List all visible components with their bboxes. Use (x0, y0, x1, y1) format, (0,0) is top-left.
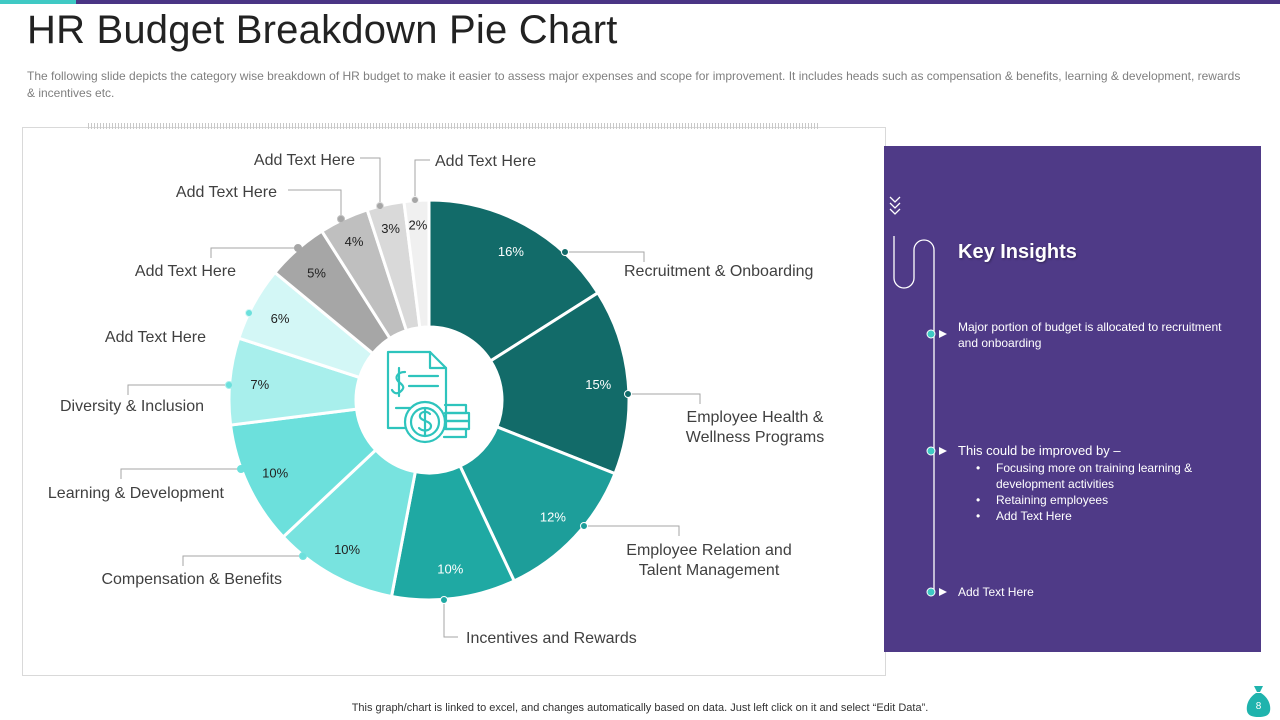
pie-value-label: 10% (334, 542, 360, 557)
timeline-marker-1 (926, 329, 947, 339)
budget-document-coins-icon (386, 350, 471, 444)
pie-leader-line (414, 159, 430, 200)
pie-slice-3[interactable] (458, 424, 617, 583)
pie-value-label: 7% (250, 377, 269, 392)
pie-leader-line (565, 251, 645, 262)
top-bar-accent (0, 0, 76, 4)
pie-leader-dot (376, 202, 384, 210)
pie-leader-dot (237, 465, 245, 473)
pie-value-label: 4% (345, 234, 364, 249)
insight-bullet: Retaining employees (958, 492, 1228, 508)
insight-bullet: Add Text Here (958, 508, 1228, 524)
pie-leader-dot (624, 390, 632, 398)
top-bar (0, 0, 1280, 4)
insights-timeline (893, 236, 947, 597)
pie-leader-line (127, 384, 229, 395)
pie-leader-line (288, 189, 342, 219)
pie-leader-dot (245, 309, 253, 317)
pie-leader-line (182, 555, 303, 566)
page-description: The following slide depicts the category… (27, 69, 1241, 100)
pie-category-label: Add Text Here (105, 329, 206, 346)
pie-category-label: Compensation & Benefits (101, 571, 282, 588)
pie-value-label: 5% (307, 265, 326, 280)
pie-value-label: 3% (381, 221, 400, 236)
money-bag-icon: 8 (1246, 686, 1271, 717)
key-insights-title: Key Insights (958, 241, 1077, 263)
pie-category-label: Add Text Here (135, 263, 236, 280)
pie-leader-dot (580, 522, 588, 530)
pie-category-label: Diversity & Inclusion (60, 398, 204, 415)
insight-item-3: Add Text Here (958, 585, 1034, 599)
insight-item-1: Major portion of budget is allocated to … (958, 320, 1222, 350)
insight-item-2: This could be improved by – Focusing mor… (958, 443, 1228, 524)
pie-leader-line (120, 468, 241, 479)
pie-value-label: 6% (271, 311, 290, 326)
pie-category-label: Recruitment & Onboarding (624, 263, 813, 280)
pie-value-label: 2% (409, 217, 428, 232)
pie-category-label: Employee Relation and Talent Management (626, 542, 791, 579)
pie-leader-line (628, 393, 701, 404)
pie-leader-dot (225, 381, 233, 389)
page-number: 8 (1256, 701, 1262, 712)
pie-value-label: 15% (585, 377, 611, 392)
pie-category-label: Add Text Here (254, 152, 355, 169)
pie-leader-dot (411, 196, 419, 204)
key-insights-panel (884, 146, 1261, 652)
pie-slice-2[interactable] (488, 290, 631, 476)
insight-bullet: Focusing more on training learning & dev… (958, 460, 1228, 492)
pie-value-label: 10% (262, 465, 288, 480)
pie-leader-line (210, 247, 298, 258)
frame-dotted-border (88, 123, 818, 129)
pie-leader-line (443, 600, 458, 638)
pie-leader-dot (299, 552, 307, 560)
pie-category-label: Learning & Development (48, 485, 225, 502)
page-title: HR Budget Breakdown Pie Chart (27, 8, 618, 52)
pie-category-label: Employee Health & Wellness Programs (686, 409, 824, 446)
pie-leader-dot (294, 244, 302, 252)
pie-leader-line (360, 157, 381, 206)
pie-leader-dot (440, 596, 448, 604)
insight-bullet-list: Focusing more on training learning & dev… (958, 460, 1228, 524)
pie-category-label: Incentives and Rewards (466, 630, 637, 647)
pie-leader-dot (337, 215, 345, 223)
pie-slice-1[interactable] (427, 198, 600, 363)
pie-value-label: 10% (437, 562, 463, 577)
pie-value-label: 12% (540, 509, 566, 524)
pie-value-label: 16% (498, 244, 524, 259)
timeline-marker-3 (926, 587, 947, 597)
timeline-marker-2 (926, 446, 947, 456)
pie-leader-dot (561, 248, 569, 256)
footer-note: This graph/chart is linked to excel, and… (351, 702, 929, 714)
insight-item-2-text: This could be improved by – (958, 443, 1121, 458)
pie-category-label: Add Text Here (176, 184, 277, 201)
chevron-down-icon (889, 196, 901, 215)
pie-category-label: Add Text Here (435, 153, 536, 170)
pie-leader-line (584, 525, 680, 536)
